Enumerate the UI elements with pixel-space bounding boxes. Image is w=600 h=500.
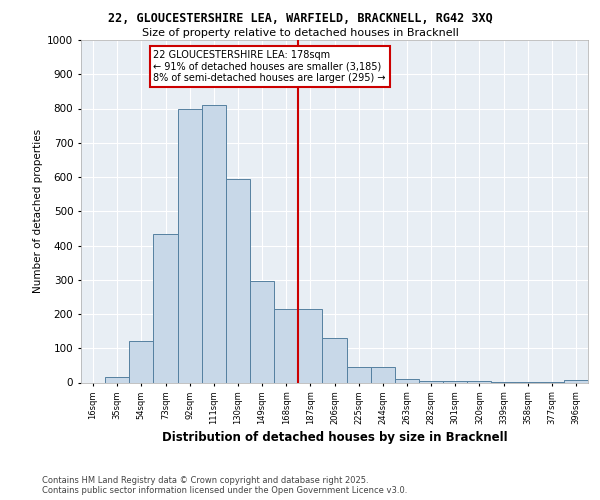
Bar — [129, 342, 154, 382]
Bar — [395, 379, 419, 382]
Text: 22 GLOUCESTERSHIRE LEA: 178sqm
← 91% of detached houses are smaller (3,185)
8% o: 22 GLOUCESTERSHIRE LEA: 178sqm ← 91% of … — [154, 50, 386, 84]
Bar — [371, 367, 395, 382]
Text: Size of property relative to detached houses in Bracknell: Size of property relative to detached ho… — [142, 28, 458, 38]
Bar — [347, 367, 371, 382]
Bar — [178, 108, 202, 382]
Bar — [443, 381, 467, 382]
Bar — [250, 282, 274, 382]
Text: Contains HM Land Registry data © Crown copyright and database right 2025.
Contai: Contains HM Land Registry data © Crown c… — [42, 476, 407, 495]
Bar — [226, 178, 250, 382]
Bar — [202, 105, 226, 382]
Bar — [419, 381, 443, 382]
Bar — [322, 338, 347, 382]
Bar — [274, 309, 298, 382]
Text: 22, GLOUCESTERSHIRE LEA, WARFIELD, BRACKNELL, RG42 3XQ: 22, GLOUCESTERSHIRE LEA, WARFIELD, BRACK… — [107, 12, 493, 26]
Bar — [467, 381, 491, 382]
Bar — [564, 380, 588, 382]
Bar — [154, 234, 178, 382]
X-axis label: Distribution of detached houses by size in Bracknell: Distribution of detached houses by size … — [161, 431, 508, 444]
Bar — [298, 309, 322, 382]
Bar — [105, 378, 129, 382]
Y-axis label: Number of detached properties: Number of detached properties — [33, 129, 43, 294]
